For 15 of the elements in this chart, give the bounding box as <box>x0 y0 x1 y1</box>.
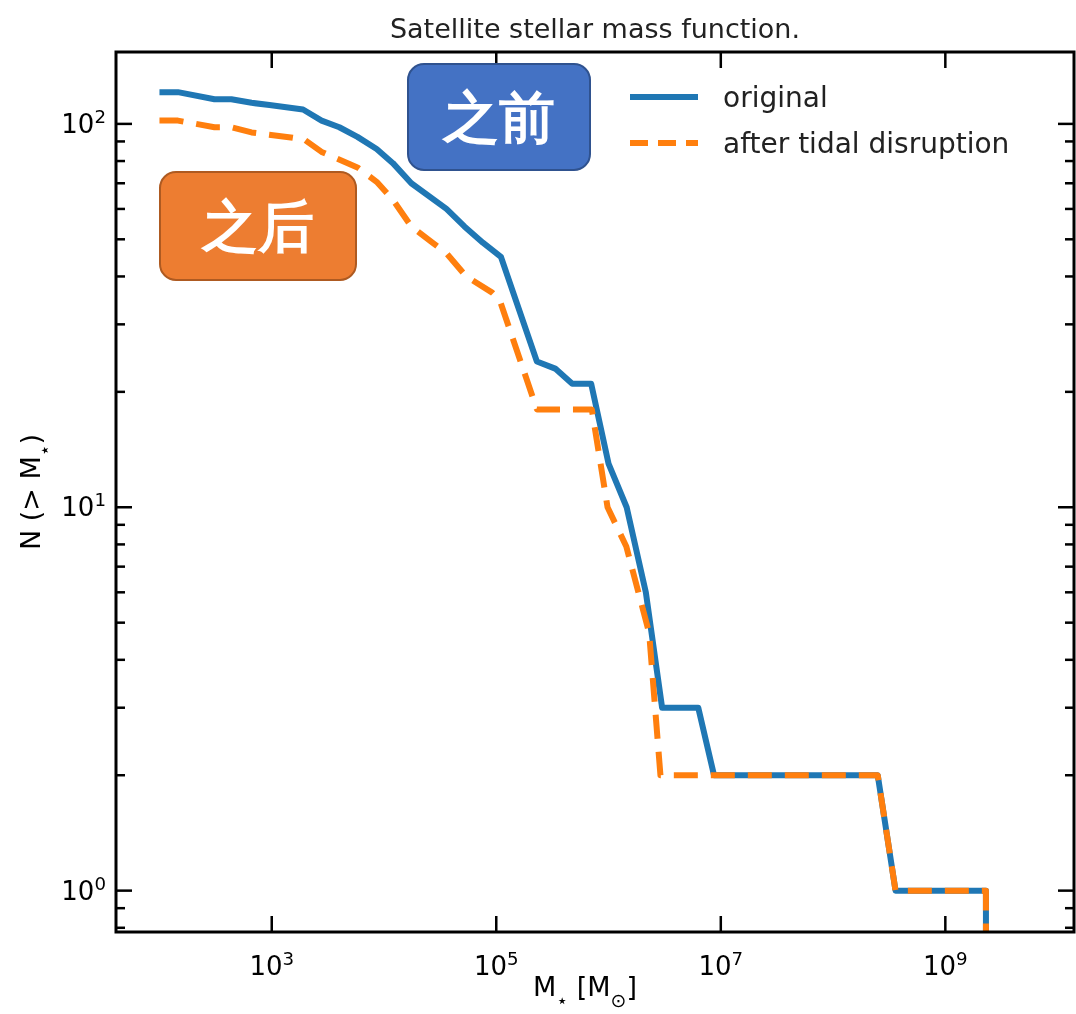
y-tick-label: 10$^{1}$ <box>61 488 106 523</box>
x-tick-label: 10$^{3}$ <box>249 947 295 981</box>
x-tick-label: 10$^{7}$ <box>698 947 744 981</box>
annotation: 之前 <box>441 85 555 150</box>
annotation: 之后 <box>200 194 314 259</box>
x-tick-label: 10$^{9}$ <box>922 947 968 981</box>
annotation: 之后 <box>159 171 357 281</box>
x-axis-title: M$_{⋆}$ [M$_{⊙}$] <box>533 971 637 1011</box>
x-tick-label: 10$^{5}$ <box>473 947 519 981</box>
legend-label: original <box>723 81 828 114</box>
chart-title: Satellite stellar mass function. <box>389 13 801 44</box>
legend-label: after tidal disruption <box>723 127 1010 160</box>
annotation: 之前 <box>407 63 591 171</box>
y-tick-label: 10$^{2}$ <box>61 105 106 139</box>
y-tick-label: 10$^{0}$ <box>61 872 106 906</box>
